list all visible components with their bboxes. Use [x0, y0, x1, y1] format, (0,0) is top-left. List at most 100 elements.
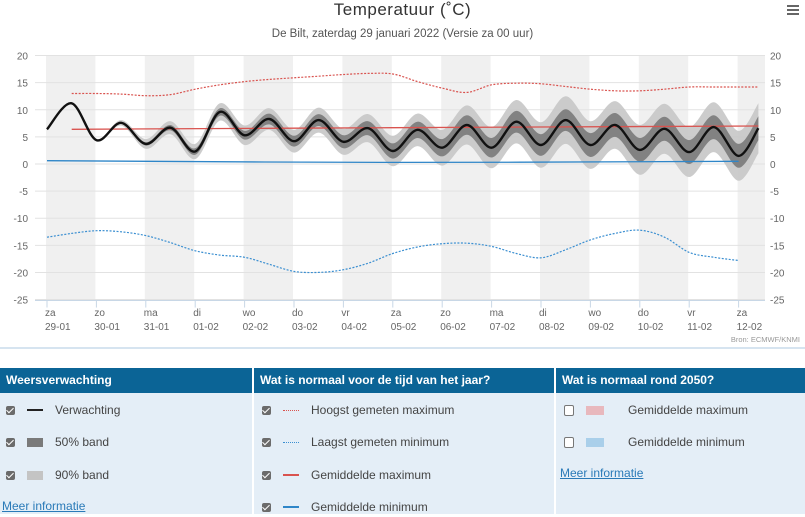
y-tick-label-right: -15	[770, 241, 785, 252]
legend-label: Gemiddelde maximum	[311, 468, 432, 482]
temperature-chart: 20 20 15 15 10 10 5 5 0 0 -5 -5 -10 -10 -15 -15 -20 -20 -2…	[0, 52, 805, 349]
day-stripe	[243, 55, 293, 300]
legend-label: Gemiddelde minimum	[311, 500, 428, 514]
x-tick-day: ma	[144, 308, 158, 319]
y-tick-label-left: -25	[14, 296, 29, 307]
x-tick-date: 12-02	[737, 322, 763, 333]
y-tick-label-right: 20	[770, 52, 782, 63]
credits: Bron: ECMWF/KNMI	[731, 335, 800, 344]
y-tick-label-left: -15	[14, 241, 29, 252]
x-tick-day: di	[539, 308, 547, 319]
x-tick-date: 10-02	[638, 322, 664, 333]
legend-item-verwachting[interactable]: Verwachting	[6, 400, 120, 420]
band-symbol-icon	[586, 405, 608, 415]
y-tick-label-right: 15	[770, 79, 782, 90]
legend-item-2050-max[interactable]: Gemiddelde maximum	[564, 400, 748, 420]
y-tick-label-left: -20	[14, 268, 29, 279]
legend-item-90-band[interactable]: 90% band	[6, 465, 109, 485]
x-tick-day: zo	[94, 308, 105, 319]
legend-label: Verwachting	[55, 403, 121, 417]
y-tick-label-right: 5	[770, 133, 776, 144]
checkbox[interactable]	[262, 437, 271, 447]
legend-header: Wat is normaal voor de tijd van het jaar…	[254, 368, 554, 393]
legend-label: Laagst gemeten minimum	[311, 435, 450, 449]
day-stripe	[638, 55, 689, 300]
line-symbol-icon	[27, 409, 47, 411]
legend-label: 50% band	[55, 435, 110, 449]
x-tick-day: wo	[242, 308, 256, 319]
line-symbol-icon	[283, 474, 303, 476]
x-tick-date: 06-02	[440, 322, 466, 333]
x-tick-date: 29-01	[45, 322, 71, 333]
day-stripe	[46, 55, 96, 300]
y-tick-label-left: 10	[17, 106, 29, 117]
meer-informatie-link[interactable]: Meer informatie	[2, 499, 86, 513]
legend-item-50-band[interactable]: 50% band	[6, 432, 109, 452]
checkbox[interactable]	[6, 470, 15, 480]
meer-informatie-link[interactable]: Meer informatie	[560, 466, 644, 480]
legend-label: Gemiddelde minimum	[628, 435, 745, 449]
y-tick-label-left: 20	[17, 52, 29, 63]
forecast-line	[46, 102, 760, 158]
x-tick-day: zo	[440, 308, 451, 319]
legend-header: Wat is normaal rond 2050?	[556, 368, 805, 393]
x-tick-day: ma	[490, 308, 504, 319]
legend-item-hoogst-gemeten[interactable]: Hoogst gemeten maximum	[262, 400, 454, 420]
legend-item-gem-max[interactable]: Gemiddelde maximum	[262, 465, 431, 485]
legend-item-gem-min[interactable]: Gemiddelde minimum	[262, 497, 428, 517]
y-tick-label-right: 0	[770, 160, 776, 171]
mean-max-line	[71, 125, 759, 130]
chart-title: Temperatuur (˚C)	[333, 0, 472, 19]
x-tick-date: 04-02	[341, 322, 367, 333]
record-max-line	[71, 72, 759, 97]
checkbox[interactable]	[6, 405, 15, 415]
x-tick-day: di	[193, 308, 201, 319]
legend-col-forecast: Weersverwachting Verwachting 50% band 90…	[0, 368, 254, 514]
checkbox[interactable]	[564, 436, 574, 448]
x-tick-day: vr	[341, 308, 350, 319]
x-tick-day: wo	[587, 308, 601, 319]
y-tick-label-right: -20	[770, 268, 785, 279]
y-tick-label-right: 10	[770, 106, 782, 117]
x-tick-day: do	[638, 308, 650, 319]
y-tick-label-left: -10	[14, 214, 29, 225]
y-tick-label-right: -10	[770, 214, 785, 225]
x-tick-date: 01-02	[193, 322, 219, 333]
x-tick-date: 03-02	[292, 322, 318, 333]
band-symbol-icon	[586, 437, 608, 447]
x-tick-date: 05-02	[391, 322, 417, 333]
checkbox[interactable]	[262, 405, 271, 415]
dotted-line-icon	[283, 441, 303, 443]
x-tick-date: 09-02	[588, 322, 614, 333]
legend-header: Weersverwachting	[0, 368, 252, 393]
x-tick-day: do	[292, 308, 304, 319]
x-tick-day: vr	[687, 308, 696, 319]
dotted-line-icon	[283, 409, 303, 411]
y-tick-label-right: -25	[770, 296, 785, 307]
band-symbol-icon	[27, 437, 47, 447]
y-tick-label-left: -5	[19, 187, 28, 198]
chart-subtitle: De Bilt, zaterdag 29 januari 2022 (Versi…	[271, 28, 534, 40]
x-tick-date: 31-01	[144, 322, 170, 333]
legend-label: 90% band	[55, 468, 110, 482]
legend-item-laagst-gemeten[interactable]: Laagst gemeten minimum	[262, 432, 449, 452]
legend-label: Hoogst gemeten maximum	[311, 403, 455, 417]
checkbox[interactable]	[262, 502, 271, 512]
legend-panel: Weersverwachting Verwachting 50% band 90…	[0, 368, 805, 514]
checkbox[interactable]	[6, 437, 15, 447]
checkbox[interactable]	[564, 404, 574, 416]
x-tick-date: 11-02	[687, 322, 712, 333]
day-stripe	[441, 55, 491, 300]
x-tick-date: 02-02	[243, 322, 269, 333]
legend-item-2050-min[interactable]: Gemiddelde minimum	[564, 432, 745, 452]
day-stripe	[144, 55, 195, 300]
day-stripe	[342, 55, 392, 300]
x-tick-date: 30-01	[94, 322, 120, 333]
y-tick-label-right: -5	[770, 187, 779, 198]
checkbox[interactable]	[262, 470, 271, 480]
x-tick-date: 08-02	[539, 322, 565, 333]
day-stripe	[540, 55, 590, 300]
legend-col-2050: Wat is normaal rond 2050? Gemiddelde max…	[556, 368, 805, 514]
y-tick-label-left: 15	[17, 79, 29, 90]
hamburger-icon[interactable]	[787, 3, 799, 17]
